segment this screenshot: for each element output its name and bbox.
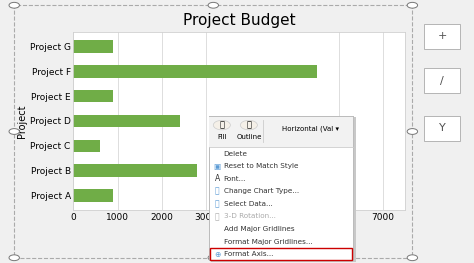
Text: Delete: Delete [224,150,248,156]
Text: A: A [214,174,220,183]
Title: Project Budget: Project Budget [183,13,296,28]
Text: 3-D Rotation...: 3-D Rotation... [224,213,275,219]
Text: ⬛: ⬛ [215,187,219,196]
Text: Outline: Outline [236,134,262,140]
Text: ▣: ▣ [213,162,221,171]
Text: Horizontal (Val ▾: Horizontal (Val ▾ [282,126,339,132]
Text: +: + [438,31,447,41]
Text: Fill: Fill [217,134,227,140]
Text: Reset to Match Style: Reset to Match Style [224,163,298,169]
Text: ⬛: ⬛ [215,199,219,208]
Text: 🪣: 🪣 [219,120,224,130]
Text: Change Chart Type...: Change Chart Type... [224,188,299,194]
Text: Select Data...: Select Data... [224,201,273,207]
Text: 🖊: 🖊 [246,120,251,130]
Bar [73,189,113,202]
Text: /: / [440,76,444,86]
Bar [73,164,197,177]
Text: Font...: Font... [224,176,246,182]
Text: ⊕: ⊕ [214,250,220,259]
Bar [73,90,113,102]
Text: ⬜: ⬜ [215,212,219,221]
Y-axis label: Project: Project [17,104,27,138]
Text: Y: Y [438,123,446,133]
Bar [73,40,113,53]
Bar [73,115,180,127]
Text: Add Major Gridlines: Add Major Gridlines [224,226,294,232]
Bar [73,140,100,152]
Text: Format Axis...: Format Axis... [224,251,273,257]
Text: Format Major Gridlines...: Format Major Gridlines... [224,239,312,245]
Bar [73,65,317,78]
